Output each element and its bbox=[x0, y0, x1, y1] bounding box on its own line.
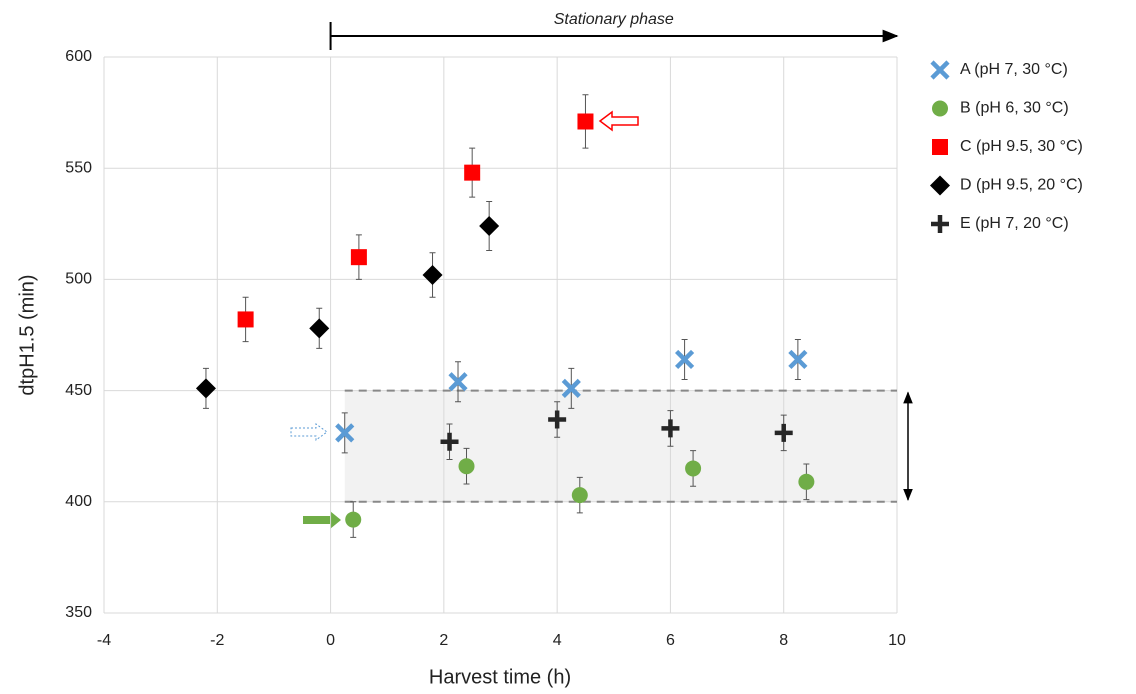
x-tick-label: 2 bbox=[439, 632, 448, 649]
y-tick-label: 500 bbox=[65, 271, 92, 288]
point bbox=[571, 487, 588, 504]
point bbox=[237, 311, 254, 328]
point bbox=[685, 460, 702, 477]
x-axis-label: Harvest time (h) bbox=[429, 666, 571, 688]
pointer-arrow bbox=[598, 110, 639, 132]
legend-marker bbox=[931, 215, 949, 233]
point bbox=[798, 473, 815, 490]
legend-marker bbox=[932, 139, 948, 155]
x-tick-label: 0 bbox=[326, 632, 335, 649]
x-tick-label: 8 bbox=[779, 632, 788, 649]
highlight-band bbox=[344, 390, 897, 502]
x-tick-label: -2 bbox=[210, 632, 224, 649]
x-tick-label: -4 bbox=[97, 632, 111, 649]
point bbox=[448, 372, 468, 392]
legend-marker bbox=[930, 60, 950, 80]
pointer-arrow bbox=[290, 423, 328, 441]
point bbox=[674, 349, 695, 370]
point bbox=[788, 349, 808, 370]
y-tick-label: 450 bbox=[65, 382, 92, 399]
legend-label: A (pH 7, 30 °C) bbox=[960, 61, 1068, 78]
phase-label: Stationary phase bbox=[554, 11, 674, 28]
point bbox=[345, 511, 362, 528]
x-tick-label: 4 bbox=[553, 632, 562, 649]
point bbox=[422, 264, 443, 285]
y-tick-label: 400 bbox=[65, 493, 92, 510]
y-tick-label: 550 bbox=[65, 159, 92, 176]
legend-label: D (pH 9.5, 20 °C) bbox=[960, 177, 1083, 194]
point bbox=[561, 378, 581, 398]
point bbox=[577, 113, 594, 130]
legend-label: B (pH 6, 30 °C) bbox=[960, 100, 1069, 117]
x-tick-label: 10 bbox=[888, 632, 906, 649]
y-axis-label: dtpH1.5 (min) bbox=[16, 274, 38, 395]
point bbox=[309, 318, 330, 339]
y-tick-label: 350 bbox=[65, 604, 92, 621]
point bbox=[774, 423, 793, 442]
legend-marker bbox=[932, 100, 948, 117]
x-tick-label: 6 bbox=[666, 632, 675, 649]
point bbox=[479, 216, 500, 237]
point bbox=[335, 423, 355, 443]
point bbox=[350, 249, 367, 266]
pointer-arrow bbox=[303, 511, 341, 529]
legend-label: C (pH 9.5, 30 °C) bbox=[960, 138, 1083, 155]
point bbox=[458, 458, 475, 475]
y-tick-label: 600 bbox=[65, 48, 92, 65]
point bbox=[464, 164, 481, 181]
legend-label: E (pH 7, 20 °C) bbox=[960, 215, 1069, 232]
point bbox=[195, 378, 216, 399]
point bbox=[440, 432, 459, 451]
legend-marker bbox=[930, 175, 950, 196]
point bbox=[548, 410, 567, 429]
point bbox=[661, 419, 680, 438]
